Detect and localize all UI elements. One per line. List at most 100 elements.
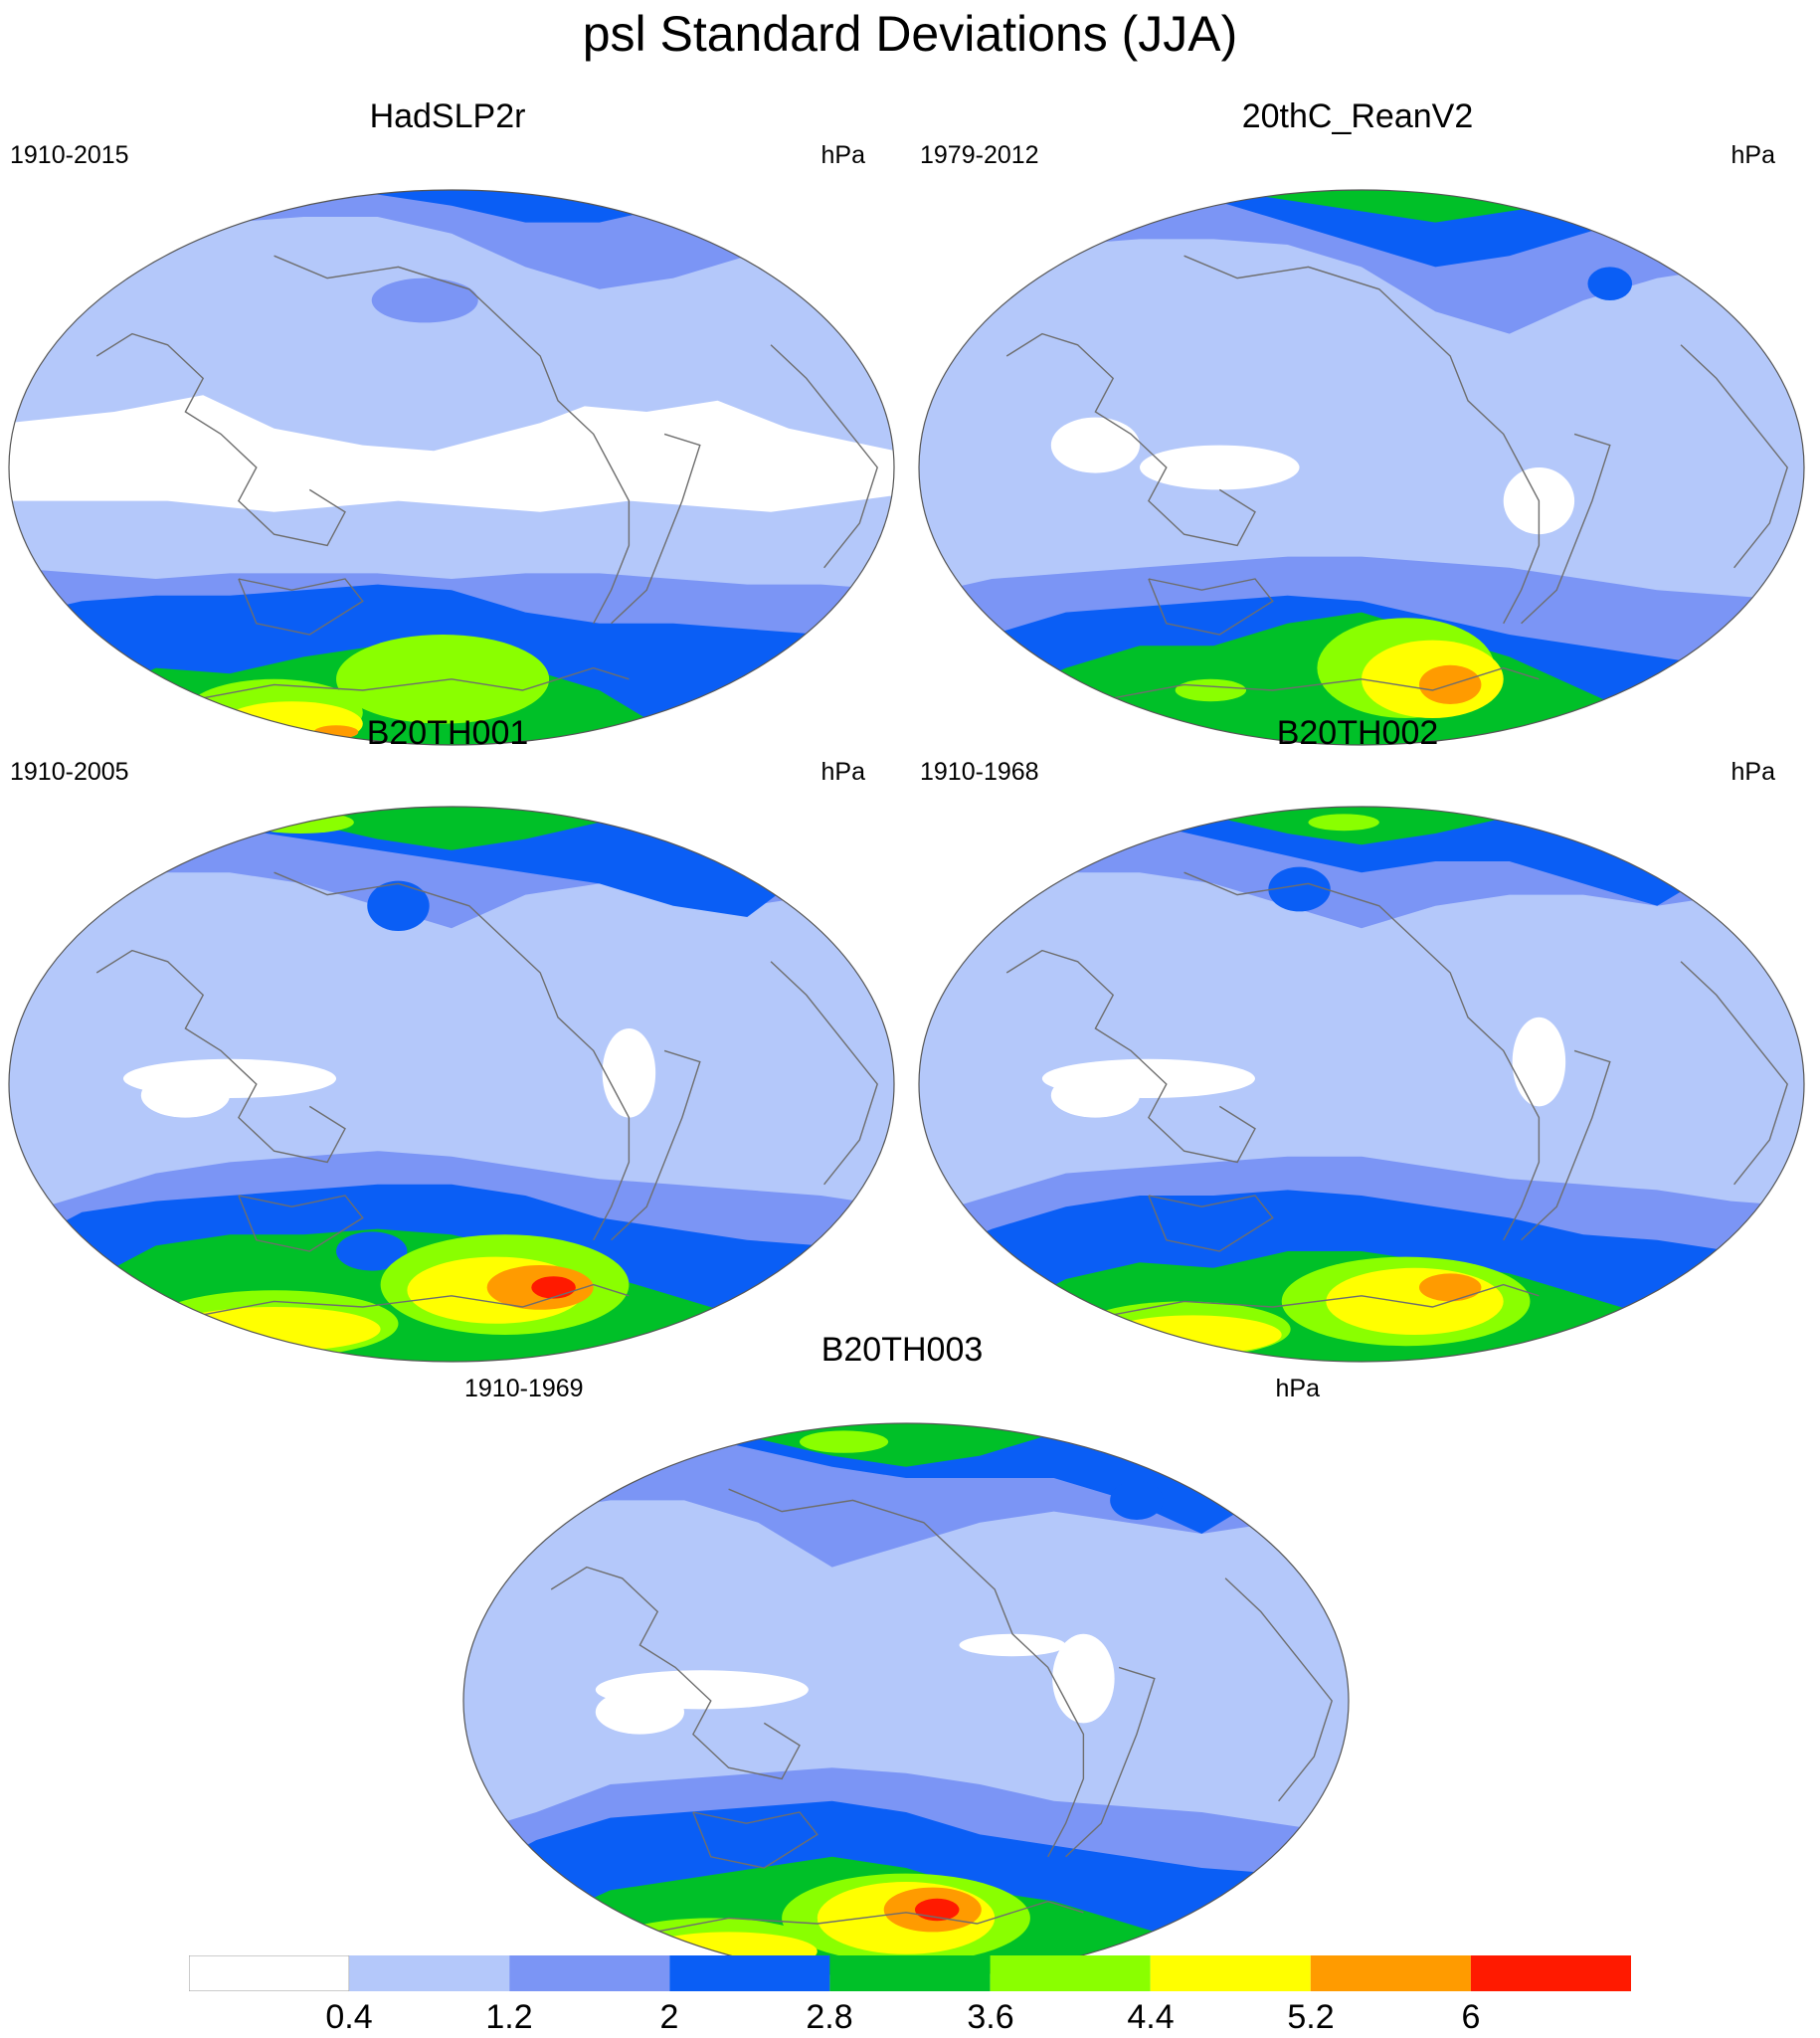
coastline: [1095, 666, 1540, 702]
band-tropics-white: [9, 395, 894, 512]
coastline: [95, 332, 346, 547]
panel-b20th002: B20TH002 1910-1968 hPa: [910, 712, 1805, 1363]
map-b20th002: [918, 806, 1805, 1363]
coastlines: [550, 1488, 1333, 1936]
coastline: [185, 1283, 630, 1319]
contour-blob: [247, 811, 354, 834]
band-north-4: [463, 1423, 1349, 1467]
contour-blob: [367, 880, 430, 931]
contour-blob: [602, 1028, 656, 1118]
coastline: [1005, 949, 1256, 1164]
colorbar-swatch: [990, 1955, 1151, 1991]
coastline: [550, 1566, 801, 1780]
coastline: [611, 1049, 701, 1241]
map-b20th001: [8, 806, 895, 1363]
colorbar-label: 0.4: [325, 1998, 373, 2036]
panel-units: hPa: [1275, 1375, 1320, 1402]
colorbar-label: 2.8: [806, 1998, 853, 2036]
map-frame: [8, 806, 895, 1363]
contour-fill: [919, 190, 1804, 745]
panel-units: hPa: [1730, 758, 1775, 786]
colorbar-label: 6: [1461, 1998, 1481, 2036]
coastline: [770, 344, 878, 569]
colorbar-swatch: [1470, 1955, 1631, 1991]
contour-blob: [167, 1307, 381, 1352]
contour-blob: [1326, 1267, 1504, 1335]
band-north-4: [9, 807, 894, 850]
coastline: [238, 1195, 364, 1252]
panel-years: 1910-2005: [10, 758, 129, 786]
contour-fill: [9, 190, 894, 745]
coastline: [273, 871, 631, 1241]
map-hadslp2r: [8, 189, 895, 746]
coastline: [1680, 344, 1788, 569]
coastline: [1521, 433, 1611, 625]
coastline: [611, 433, 701, 625]
contour-fill: [9, 807, 894, 1362]
colorbar-swatch: [189, 1955, 350, 1991]
coastline: [273, 255, 631, 625]
coastline: [1065, 1666, 1156, 1858]
panel-units: hPa: [1730, 141, 1775, 169]
contour-blob: [799, 1430, 889, 1453]
coastline: [770, 961, 878, 1186]
panel-b20th001: B20TH001 1910-2005 hPa: [0, 712, 895, 1363]
contour-blob: [1052, 1633, 1115, 1724]
coastlines: [95, 255, 878, 702]
coastline: [1521, 1049, 1611, 1241]
coastline: [1680, 961, 1788, 1186]
colorbar-swatch: [1150, 1955, 1311, 1991]
coastline: [1224, 1577, 1333, 1802]
contour-blob: [1418, 1273, 1482, 1302]
coastline: [728, 1488, 1085, 1858]
colorbar: [189, 1955, 1631, 1991]
contour-blob: [371, 278, 478, 323]
contour-blob: [959, 1633, 1066, 1657]
colorbar-label: 3.6: [967, 1998, 1014, 2036]
contour-blob: [1050, 417, 1140, 473]
colorbar-swatch: [669, 1955, 830, 1991]
coastline: [1148, 1195, 1274, 1252]
contour-blob: [1140, 445, 1300, 490]
figure-title: psl Standard Deviations (JJA): [582, 6, 1238, 62]
coastline: [185, 666, 630, 702]
coastline: [1148, 578, 1274, 636]
contour-blob: [1512, 1017, 1566, 1107]
coastline: [95, 949, 346, 1164]
map-frame: [918, 189, 1805, 746]
map-b20th003: [462, 1422, 1350, 1979]
panel-title: 20thC_ReanV2: [1241, 97, 1474, 135]
coastlines: [95, 871, 878, 1319]
colorbar-labels: 0.4 1.2 2 2.8 3.6 4.4 5.2 6: [189, 1997, 1631, 2037]
colorbar-label: 4.4: [1127, 1998, 1175, 2036]
contour-blob: [1587, 267, 1633, 300]
contour-blob: [1308, 814, 1379, 832]
coastlines: [1005, 255, 1788, 702]
contour-blob: [531, 1276, 576, 1299]
contour-blob: [1175, 678, 1247, 702]
contour-blob: [336, 635, 550, 724]
colorbar-swatch: [829, 1955, 991, 1991]
colorbar-swatch: [1310, 1955, 1471, 1991]
panel-title: HadSLP2r: [369, 97, 526, 135]
contour-blob: [1268, 866, 1331, 912]
coastline: [639, 1900, 1084, 1936]
panel-title: B20TH001: [366, 714, 529, 752]
panel-units: hPa: [820, 758, 865, 786]
coastline: [238, 578, 364, 636]
colorbar-label: 2: [659, 1998, 679, 2036]
panel-title: B20TH003: [820, 1331, 984, 1369]
contour-blob: [1050, 1072, 1140, 1118]
coastline: [1183, 255, 1541, 625]
contour-blob: [1110, 1480, 1164, 1520]
panel-b20th003: B20TH003 1910-1969 hPa: [455, 1329, 1350, 1979]
coastline: [692, 1811, 819, 1869]
contour-blob: [336, 1231, 408, 1271]
coastline: [1183, 871, 1541, 1241]
panel-hadslp2r: HadSLP2r 1910-2015 hPa: [0, 95, 895, 746]
colorbar-label: 5.2: [1287, 1998, 1335, 2036]
panel-years: 1910-1968: [920, 758, 1039, 786]
map-20thc-reanv2: [918, 189, 1805, 746]
coastline: [1005, 332, 1256, 547]
panel-years: 1979-2012: [920, 141, 1039, 169]
